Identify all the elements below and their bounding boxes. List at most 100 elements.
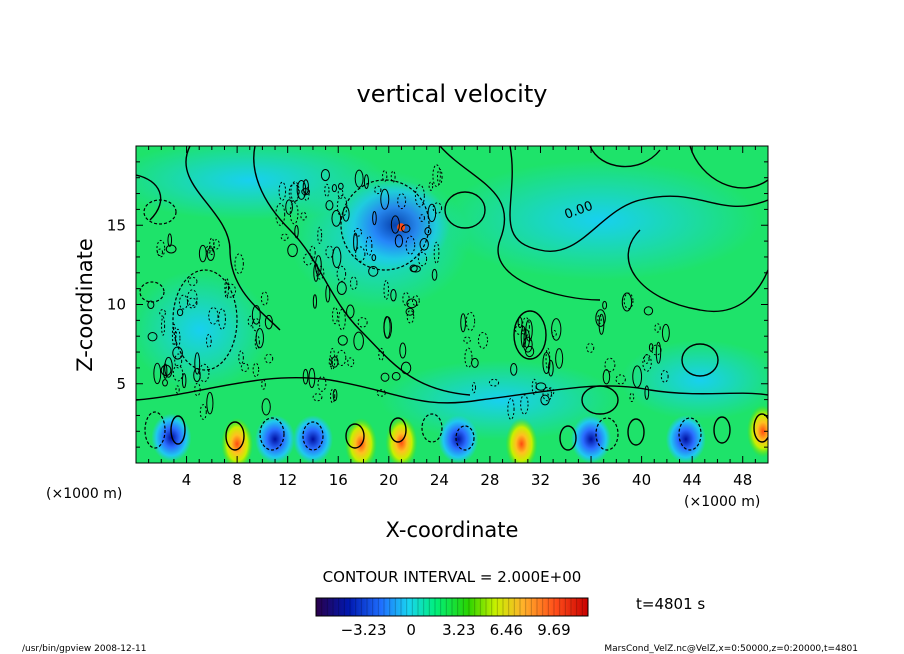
turbulence-contour xyxy=(213,239,220,250)
x-unit-label-right: (×1000 m) xyxy=(684,494,760,510)
downdraft-cell xyxy=(255,415,296,463)
y-axis-label: Z-coordinate xyxy=(73,238,97,372)
turbulence-contour xyxy=(194,382,201,397)
turbulence-contour xyxy=(260,291,269,306)
turbulence-contour xyxy=(433,241,440,264)
turbulence-contour xyxy=(363,174,370,189)
turbulence-contour xyxy=(331,306,339,325)
turbulence-contour xyxy=(315,255,322,276)
contour-line xyxy=(689,146,768,189)
x-tick-label: 44 xyxy=(683,471,702,489)
contour-line xyxy=(136,174,162,221)
turbulence-contour xyxy=(234,253,244,275)
turbulence-contour xyxy=(261,398,271,416)
turbulence-contour xyxy=(290,181,300,203)
turbulence-contour xyxy=(507,397,515,420)
turbulence-contour xyxy=(159,309,166,317)
turbulence-contour xyxy=(156,239,166,258)
colorbar-ticks: −3.23 0 3.23 6.46 9.69 xyxy=(341,621,571,639)
turbulence-contour xyxy=(218,308,226,330)
updraft-cell xyxy=(344,417,377,463)
turbulence-contour xyxy=(372,211,377,226)
turbulence-contour xyxy=(264,353,274,364)
turbulence-contour xyxy=(357,317,368,328)
turbulence-contour xyxy=(153,362,162,385)
contour-line xyxy=(144,411,166,449)
contour-line xyxy=(170,415,186,445)
turbulence-contour xyxy=(397,193,407,210)
turbulence-contour xyxy=(186,297,198,309)
turbulence-contour xyxy=(428,181,434,191)
turbulence-contour xyxy=(419,214,425,222)
turbulence-contour xyxy=(655,341,662,364)
turbulence-contour xyxy=(391,372,401,381)
turbulence-contour xyxy=(171,323,177,347)
colorbar-tick-label: −3.23 xyxy=(341,621,387,639)
turbulence-contour xyxy=(510,362,518,376)
turbulence-contour xyxy=(238,350,244,365)
turbulence-contour xyxy=(615,374,626,385)
turbulence-contour xyxy=(551,318,562,341)
turbulence-contour xyxy=(287,243,298,258)
turbulence-contour xyxy=(597,314,602,324)
contour-line xyxy=(753,413,768,443)
turbulence-contour xyxy=(331,209,342,227)
contour-line xyxy=(302,421,324,451)
x-axis-label: X-coordinate xyxy=(386,518,519,542)
footer-right: MarsCond_VelZ.nc@VelZ,x=0:50000,z=0:2000… xyxy=(604,644,858,654)
footer-left: /usr/bin/gpview 2008-12-11 xyxy=(22,644,146,654)
turbulence-contour xyxy=(383,316,391,339)
turbulence-contours xyxy=(147,164,670,420)
turbulence-contour xyxy=(531,378,537,396)
y-tick-label: 15 xyxy=(107,216,126,234)
x-tick-label: 4 xyxy=(182,471,192,489)
turbulence-contour xyxy=(521,317,530,337)
turbulence-contour xyxy=(602,300,608,310)
turbulence-contour xyxy=(337,335,348,346)
turbulence-contour xyxy=(342,206,350,222)
turbulence-contour xyxy=(353,228,363,237)
turbulence-contour xyxy=(411,295,420,307)
turbulence-contour xyxy=(206,391,214,415)
turbulence-contour xyxy=(156,248,164,257)
turbulence-contour xyxy=(240,362,249,372)
turbulence-contour xyxy=(471,382,477,394)
turbulence-contour xyxy=(252,362,260,378)
turbulence-contour xyxy=(176,308,184,317)
contour-line xyxy=(455,425,475,451)
turbulence-contour xyxy=(514,324,525,335)
turbulence-contour xyxy=(164,356,173,378)
turbulence-contour xyxy=(278,181,287,201)
y-tick-label: 5 xyxy=(116,375,126,393)
turbulence-contour xyxy=(460,313,466,333)
turbulence-contour xyxy=(187,289,198,307)
turbulence-contour xyxy=(162,379,168,387)
turbulence-contour xyxy=(289,201,299,225)
turbulence-contour xyxy=(520,394,529,415)
contour-line xyxy=(340,179,430,271)
turbulence-contour xyxy=(383,279,389,300)
turbulence-contour xyxy=(431,268,438,281)
turbulence-contour xyxy=(414,184,425,208)
turbulence-contour xyxy=(405,235,416,255)
turbulence-contour xyxy=(336,265,347,282)
turbulence-contour xyxy=(643,306,654,316)
turbulence-contour xyxy=(517,316,523,329)
turbulence-contour xyxy=(382,170,388,182)
turbulence-contour xyxy=(540,394,550,406)
turbulence-contour xyxy=(147,332,158,342)
contour-line xyxy=(627,229,768,313)
turbulence-contour xyxy=(349,276,358,291)
turbulence-contour xyxy=(623,292,634,310)
turbulence-contour xyxy=(317,376,327,392)
updraft-cell xyxy=(221,417,254,463)
contour-line xyxy=(421,413,443,443)
turbulence-contour xyxy=(254,334,260,350)
turbulence-contour xyxy=(294,225,299,239)
turbulence-contour xyxy=(347,357,355,368)
contour-line xyxy=(509,146,768,253)
turbulence-contour xyxy=(336,195,348,218)
turbulence-contour xyxy=(547,387,555,397)
turbulence-contour xyxy=(312,294,318,309)
